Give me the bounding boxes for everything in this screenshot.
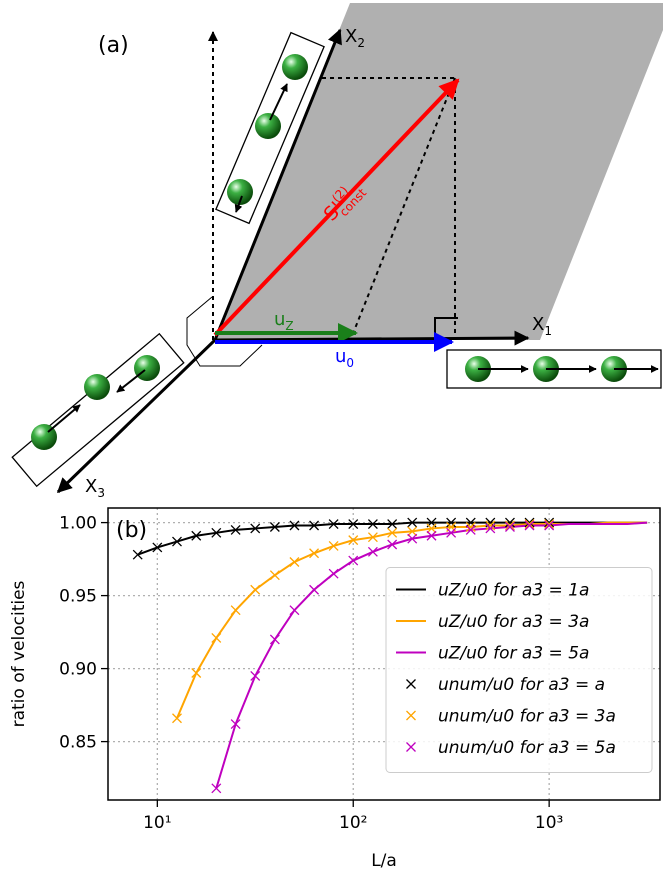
x-marker [192,668,201,677]
x-marker [231,606,240,615]
axis-label-base: X [85,476,97,497]
axis-label-base: X [345,26,357,47]
x-marker [270,635,279,644]
legend-label: unum/u0 for a3 = 5a [438,738,616,758]
axis-label-sub: 2 [357,36,365,50]
figure: (a) X2 X1 X3 uZ u0 S'(2)const 10¹ 10² 10³ 0… [0,0,663,873]
x-marker [270,571,279,580]
x-marker [290,606,299,615]
line-series [138,523,647,555]
particle [134,355,160,381]
x-tick-label: 10² [339,813,367,833]
x-marker [212,633,221,642]
x-marker [368,547,377,556]
particle [255,113,281,139]
motion-arrow [117,370,145,392]
legend-label: uZ/u0 for a3 = 3a [438,612,589,632]
diagram: (a) X2 X1 X3 uZ u0 S'(2)const [12,3,663,500]
x-marker [290,558,299,567]
legend-label: uZ/u0 for a3 = 1a [438,581,589,601]
x-marker [329,569,338,578]
chart: 10¹ 10² 10³ 0.85 0.90 0.95 1.00 (b) L/a ratio of … [9,508,660,871]
y-tick-label: 0.90 [59,660,97,680]
axis-label: X3 [85,476,105,500]
legend-label: unum/u0 for a3 = 3a [438,707,616,727]
panel-label: (a) [98,33,129,58]
vector-label-sub: 0 [346,356,354,370]
particle [84,374,110,400]
axis-label-sub: 3 [97,486,105,500]
axis-label-sub: 1 [544,324,552,338]
vector-label-base: u [335,346,346,367]
x-marker [310,549,319,558]
vector-label-sub: Z [285,319,293,333]
axis-label: X1 [532,314,552,338]
vector-label-base: u [274,309,285,330]
x-marker [251,585,260,594]
panel-label: (b) [116,518,147,543]
x1-axis [215,338,528,340]
x-tick-label: 10¹ [143,813,171,833]
x-tick-label: 10³ [535,813,563,833]
motion-arrow [270,84,287,120]
y-tick-label: 0.85 [59,733,97,753]
legend-label: unum/u0 for a3 = a [438,675,605,695]
vector-label: u0 [335,346,354,370]
y-tick-label: 0.95 [59,587,97,607]
y-axis-label: ratio of velocities [9,580,29,727]
x-axis-label: L/a [371,851,397,871]
axis-label-base: X [532,314,544,335]
particle [282,54,308,80]
x-marker [133,550,142,559]
x-marker [172,714,181,723]
x-marker [251,671,260,680]
legend-label: uZ/u0 for a3 = 5a [438,644,589,664]
y-tick-label: 1.00 [59,514,97,534]
x-marker [310,585,319,594]
particle-box [12,334,184,487]
motion-arrow [48,405,80,432]
